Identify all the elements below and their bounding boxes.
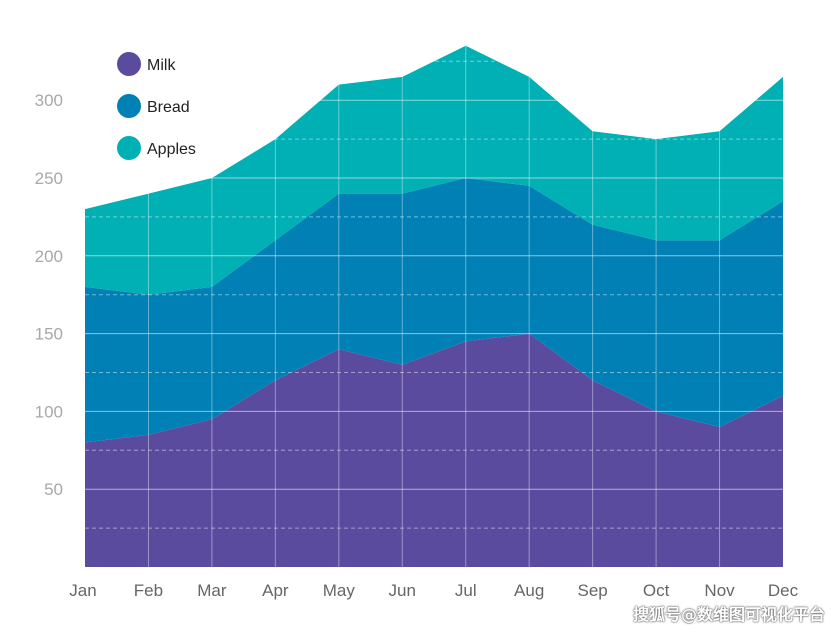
x-tick-label: Jul [455, 581, 477, 600]
area-milk [85, 333, 783, 567]
y-tick-label: 150 [35, 325, 63, 344]
x-axis: Jan Feb Mar Apr May Jun Jul Aug Sep Oct Nov Dec [69, 581, 798, 600]
y-tick-label: 250 [35, 169, 63, 188]
x-tick-label: May [323, 581, 356, 600]
legend-swatch-apples [117, 136, 141, 160]
x-tick-label: Mar [197, 581, 227, 600]
area-apples [85, 45, 783, 295]
x-tick-label: Aug [514, 581, 544, 600]
x-tick-label: Apr [262, 581, 289, 600]
legend-label-apples: Apples [147, 141, 196, 158]
y-tick-label: 200 [35, 247, 63, 266]
grid-lines [85, 40, 783, 567]
x-tick-label: Nov [704, 581, 735, 600]
y-tick-label: 300 [35, 91, 63, 110]
x-tick-label: Dec [768, 581, 799, 600]
legend-swatch-milk [117, 52, 141, 76]
watermark: 搜狐号@数维图可视化平台 [632, 605, 825, 624]
area-series-group [85, 45, 783, 567]
legend-swatch-bread [117, 94, 141, 118]
area-bread [85, 178, 783, 443]
x-tick-label: Jan [69, 581, 96, 600]
legend-label-milk: Milk [147, 57, 176, 74]
y-tick-label: 50 [44, 480, 63, 499]
legend: Milk Bread Apples [117, 52, 196, 160]
x-tick-label: Jun [389, 581, 416, 600]
x-tick-label: Oct [643, 581, 670, 600]
legend-label-bread: Bread [147, 99, 190, 116]
y-tick-label: 100 [35, 402, 63, 421]
x-tick-label: Feb [134, 581, 163, 600]
y-axis: 50 100 150 200 250 300 [35, 91, 63, 499]
x-tick-label: Sep [578, 581, 608, 600]
